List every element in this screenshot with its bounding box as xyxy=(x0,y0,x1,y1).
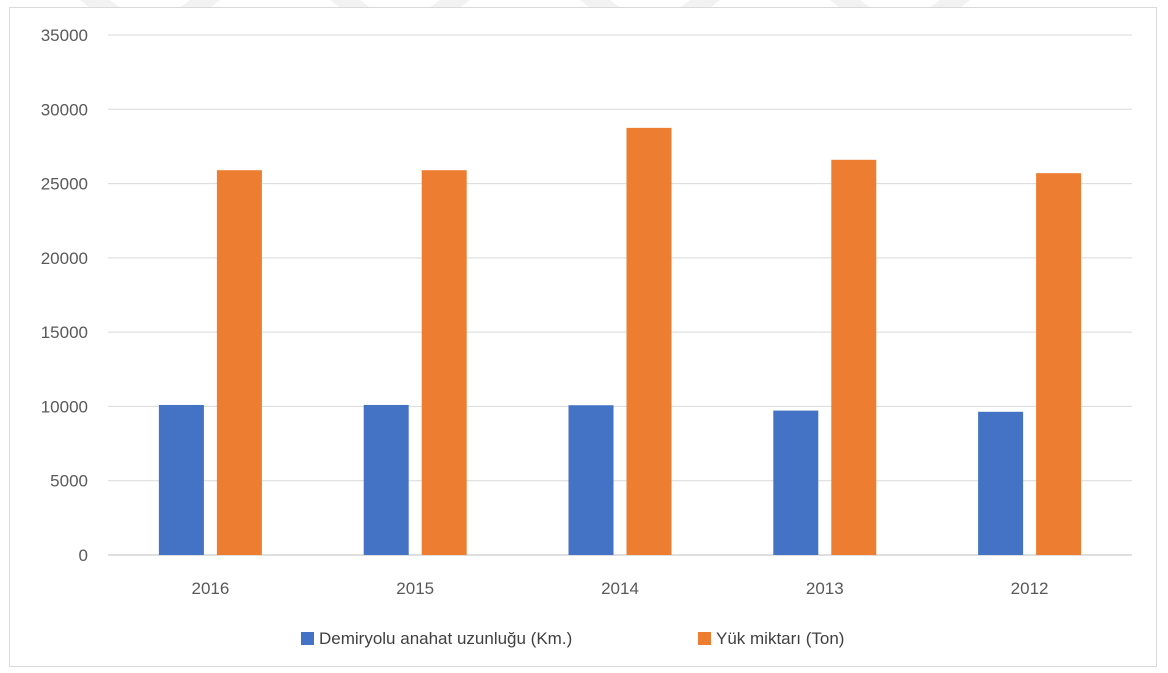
bar-demiryolu-2014 xyxy=(568,405,614,555)
legend-label: Demiryolu anahat uzunluğu (Km.) xyxy=(319,629,572,648)
bars xyxy=(158,127,1082,556)
y-tick-label: 25000 xyxy=(41,175,88,194)
y-tick-label: 15000 xyxy=(41,323,88,342)
y-tick-label: 20000 xyxy=(41,249,88,268)
x-tick-label: 2016 xyxy=(191,579,229,598)
gridlines xyxy=(108,34,1132,556)
y-tick-label: 0 xyxy=(79,546,88,565)
bar-yuk-2012 xyxy=(1036,173,1082,555)
y-tick-label: 35000 xyxy=(41,26,88,45)
legend-swatch xyxy=(698,632,711,645)
y-tick-label: 5000 xyxy=(50,472,88,491)
chart-frame xyxy=(9,7,1157,667)
legend-label: Yük miktarı (Ton) xyxy=(716,629,844,648)
bar-demiryolu-2016 xyxy=(158,404,204,555)
bar-yuk-2014 xyxy=(626,127,672,555)
y-tick-label: 10000 xyxy=(41,397,88,416)
bar-demiryolu-2013 xyxy=(773,410,819,555)
x-tick-label: 2015 xyxy=(396,579,434,598)
x-tick-label: 2014 xyxy=(601,579,639,598)
bar-demiryolu-2012 xyxy=(978,411,1024,555)
legend-swatch xyxy=(301,632,314,645)
bar-yuk-2015 xyxy=(421,170,467,555)
legend: Demiryolu anahat uzunluğu (Km.) Yük mikta… xyxy=(301,629,844,648)
x-tick-label: 2013 xyxy=(806,579,844,598)
bar-yuk-2013 xyxy=(831,159,877,556)
y-tick-label: 30000 xyxy=(41,100,88,119)
bar-yuk-2016 xyxy=(216,170,262,555)
bar-demiryolu-2015 xyxy=(363,404,409,555)
y-axis-ticks: 0 5000 10000 15000 20000 25000 30000 35000 xyxy=(41,26,88,565)
x-axis-ticks: 2016 2015 2014 2013 2012 xyxy=(191,579,1048,598)
x-tick-label: 2012 xyxy=(1011,579,1049,598)
